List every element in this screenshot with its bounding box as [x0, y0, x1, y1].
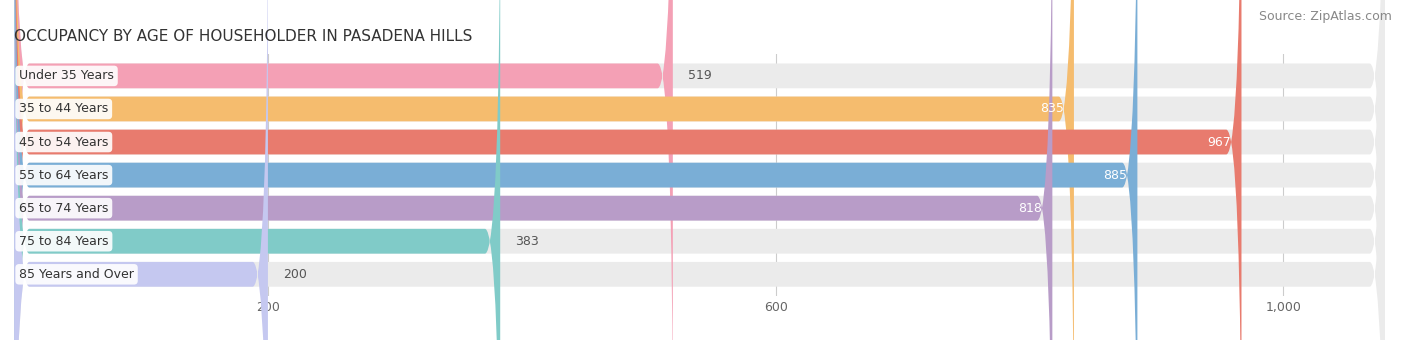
Text: 519: 519 [688, 69, 711, 82]
FancyBboxPatch shape [14, 0, 1385, 340]
FancyBboxPatch shape [14, 0, 1241, 340]
FancyBboxPatch shape [14, 0, 501, 340]
Text: 85 Years and Over: 85 Years and Over [20, 268, 134, 281]
Text: 35 to 44 Years: 35 to 44 Years [20, 102, 108, 116]
FancyBboxPatch shape [14, 0, 1137, 340]
FancyBboxPatch shape [14, 0, 1385, 340]
Text: 383: 383 [516, 235, 538, 248]
FancyBboxPatch shape [14, 0, 673, 340]
FancyBboxPatch shape [14, 0, 1385, 340]
FancyBboxPatch shape [14, 0, 1074, 340]
FancyBboxPatch shape [14, 0, 1385, 340]
Text: OCCUPANCY BY AGE OF HOUSEHOLDER IN PASADENA HILLS: OCCUPANCY BY AGE OF HOUSEHOLDER IN PASAD… [14, 29, 472, 44]
Text: 835: 835 [1040, 102, 1064, 116]
Text: 818: 818 [1018, 202, 1042, 215]
Text: Source: ZipAtlas.com: Source: ZipAtlas.com [1258, 10, 1392, 23]
Text: 65 to 74 Years: 65 to 74 Years [20, 202, 108, 215]
Text: 45 to 54 Years: 45 to 54 Years [20, 136, 108, 149]
Text: Under 35 Years: Under 35 Years [20, 69, 114, 82]
FancyBboxPatch shape [14, 0, 1052, 340]
Text: 967: 967 [1208, 136, 1232, 149]
Text: 55 to 64 Years: 55 to 64 Years [20, 169, 108, 182]
Text: 75 to 84 Years: 75 to 84 Years [20, 235, 108, 248]
FancyBboxPatch shape [14, 0, 269, 340]
Text: 885: 885 [1104, 169, 1128, 182]
FancyBboxPatch shape [14, 0, 1385, 340]
FancyBboxPatch shape [14, 0, 1385, 340]
FancyBboxPatch shape [14, 0, 1385, 340]
Text: 200: 200 [283, 268, 307, 281]
